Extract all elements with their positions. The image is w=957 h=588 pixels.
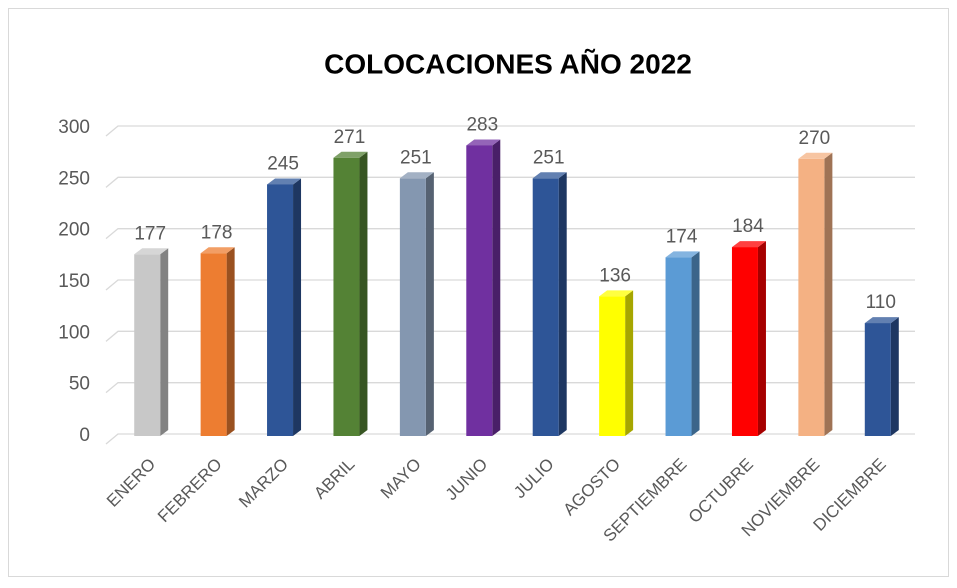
y-tick-label: 150 xyxy=(58,271,90,292)
bar xyxy=(399,178,426,436)
bar-side xyxy=(359,151,368,437)
bar xyxy=(200,253,227,436)
grid-line xyxy=(105,330,915,342)
grid-line xyxy=(105,433,915,445)
data-label: 110 xyxy=(866,292,896,313)
grid-line xyxy=(105,125,915,137)
bar-side xyxy=(625,290,634,436)
bar-side xyxy=(824,152,833,437)
bar-top xyxy=(267,178,302,185)
bar-top xyxy=(333,151,368,158)
bar-side xyxy=(226,247,235,436)
data-label: 184 xyxy=(732,216,764,237)
bar xyxy=(267,184,294,436)
bar-top xyxy=(200,247,235,254)
data-label: 283 xyxy=(466,114,498,135)
grid-line xyxy=(105,382,915,394)
bar-top xyxy=(864,317,899,324)
bar-top xyxy=(466,139,501,146)
y-tick-label: 0 xyxy=(79,425,90,446)
bar xyxy=(731,247,758,436)
bar-top xyxy=(134,248,169,255)
bar-top xyxy=(665,251,700,258)
bar-side xyxy=(492,139,501,436)
data-label: 245 xyxy=(267,153,299,174)
chart-title: COLOCACIONES AÑO 2022 xyxy=(324,48,692,79)
data-label: 177 xyxy=(134,223,166,244)
bar xyxy=(333,157,360,437)
bar-top xyxy=(399,172,434,179)
bar xyxy=(665,257,692,436)
y-tick-label: 100 xyxy=(58,322,90,343)
bar-side xyxy=(691,251,700,436)
data-label: 251 xyxy=(533,147,565,168)
bar-top xyxy=(731,241,766,248)
grid-line xyxy=(105,176,915,188)
bar xyxy=(466,145,493,436)
y-tick-label: 50 xyxy=(69,374,90,395)
bar xyxy=(134,254,161,436)
bar-top xyxy=(532,172,567,179)
bar-side xyxy=(425,172,434,436)
bar-side xyxy=(558,172,567,436)
bar-top xyxy=(599,290,634,297)
bar-top xyxy=(798,152,833,159)
data-label: 136 xyxy=(599,265,631,286)
bar xyxy=(532,178,559,436)
y-tick-label: 250 xyxy=(58,168,90,189)
data-label: 271 xyxy=(334,127,366,148)
bar-side xyxy=(160,248,169,436)
y-tick-label: 200 xyxy=(58,220,90,241)
grid-line xyxy=(105,279,915,291)
bar xyxy=(864,323,891,436)
bar-side xyxy=(890,317,899,436)
bar xyxy=(599,296,626,436)
data-label: 174 xyxy=(666,226,698,247)
y-tick-label: 300 xyxy=(58,117,90,138)
bar-side xyxy=(293,178,302,436)
bar xyxy=(798,158,825,437)
data-label: 251 xyxy=(400,147,432,168)
data-label: 270 xyxy=(799,128,831,149)
grid-line xyxy=(105,228,915,240)
data-label: 178 xyxy=(201,222,233,243)
bar-side xyxy=(757,241,766,436)
